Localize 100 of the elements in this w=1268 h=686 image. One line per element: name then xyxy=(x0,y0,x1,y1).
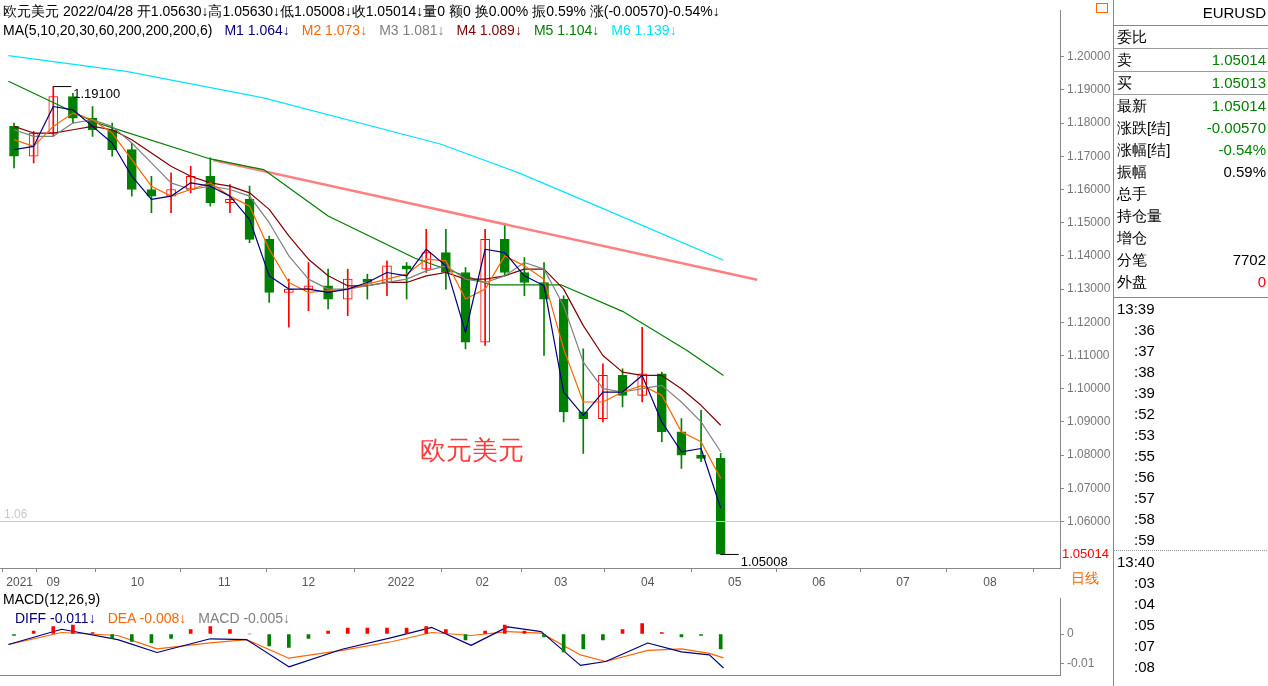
category-label: 涨跌[结] xyxy=(1117,118,1171,138)
text: M2 1.073↓ xyxy=(301,22,368,38)
bar xyxy=(228,629,232,634)
category-label: 最新 xyxy=(1117,96,1147,116)
text: 1.05014 xyxy=(1211,97,1266,114)
text: :52 xyxy=(1133,404,1156,424)
x-tick-label: 05 xyxy=(728,574,742,589)
x-tick-label: 06 xyxy=(812,574,826,589)
text: :55 xyxy=(1133,446,1156,466)
y-tick-label: 1.11000 xyxy=(1067,347,1110,362)
x-tick-label: 04 xyxy=(641,574,655,589)
text: -0.00570 xyxy=(1206,119,1266,136)
bar xyxy=(718,634,723,650)
text: :53 xyxy=(1133,425,1156,445)
annotation: 欧元美元 xyxy=(420,435,524,466)
bar xyxy=(51,626,56,634)
bar xyxy=(169,634,173,639)
bar xyxy=(287,634,291,648)
text: 13:40 xyxy=(1114,550,1268,572)
annotation: 1.05008 xyxy=(740,554,788,570)
x-tick-label: 2021 xyxy=(6,574,34,589)
y-tick-label: 1.08000 xyxy=(1067,447,1111,462)
annotation: 1.19100 xyxy=(73,86,121,102)
y-tick-label: 1.06000 xyxy=(1067,513,1111,528)
bar xyxy=(110,634,114,639)
y-tick-label: 1.07000 xyxy=(1067,480,1111,495)
bar xyxy=(581,634,586,650)
x-tick-label: 09 xyxy=(46,574,61,589)
text: :08 xyxy=(1133,657,1156,677)
series-label: MACD -0.005↓ xyxy=(198,610,291,626)
bar xyxy=(640,623,644,634)
text: M1 1.064↓ xyxy=(224,22,290,38)
text: M4 1.089↓ xyxy=(456,22,522,38)
category-label: 持仓量 xyxy=(1117,206,1162,226)
y-tick-label: 0 xyxy=(1067,626,1074,641)
text: 日线 xyxy=(1071,569,1099,586)
category-label: 振幅 xyxy=(1117,162,1147,182)
x-tick-label: 02 xyxy=(475,574,490,589)
y-tick-label: 1.12000 xyxy=(1067,314,1111,329)
series-label: DIFF -0.011↓ xyxy=(15,610,96,626)
y-tick-label: 1.09000 xyxy=(1067,414,1111,429)
category-label: 买 xyxy=(1117,73,1132,93)
y-tick-label: 1.20000 xyxy=(1067,49,1111,63)
y-tick-label: 1.10000 xyxy=(1067,381,1111,396)
bar xyxy=(208,626,213,634)
text: :36 xyxy=(1133,320,1156,340)
text: 1.05014 xyxy=(1062,545,1109,561)
text: 1.05013 xyxy=(1211,74,1266,91)
text: :04 xyxy=(1133,594,1156,614)
category-label: 卖 xyxy=(1117,50,1132,70)
y-tick-label: -0.01 xyxy=(1067,656,1095,671)
text: 0 xyxy=(1257,273,1266,290)
category-label: 委比 xyxy=(1117,27,1147,47)
text: :38 xyxy=(1133,362,1156,382)
bar xyxy=(71,624,75,634)
text: :03 xyxy=(1133,573,1156,593)
text: M6 1.139↓ xyxy=(611,22,677,38)
text: EURUSD xyxy=(1114,0,1268,26)
y-tick-label: 1.18000 xyxy=(1067,115,1111,130)
category-label: 外盘 xyxy=(1117,272,1147,292)
y-tick-label: 1.14000 xyxy=(1067,248,1111,263)
bar xyxy=(502,624,507,634)
text: 7702 xyxy=(1232,251,1266,268)
y-tick-label: 1.16000 xyxy=(1067,181,1111,196)
x-tick-label: 12 xyxy=(301,574,316,589)
chart-title: 欧元美元 2022/04/28 开1.05630↓高1.05630↓低1.05008↓收1.05014↓量0 额0 换0.00% 振0.59% 涨(-0.00570)-0.54%↓ xyxy=(3,2,720,21)
y-tick-label: 1.13000 xyxy=(1067,281,1111,296)
bar xyxy=(345,627,350,634)
category-label: 分笔 xyxy=(1117,250,1147,270)
text: :07 xyxy=(1133,636,1156,656)
bar xyxy=(483,630,487,634)
bar xyxy=(188,629,193,634)
bar xyxy=(444,629,448,634)
text: 13:39 xyxy=(1116,299,1156,319)
series-label: DEA -0.008↓ xyxy=(107,610,187,626)
text: :57 xyxy=(1133,488,1156,508)
bar xyxy=(326,630,330,634)
text: :56 xyxy=(1133,467,1156,487)
text: 0.59% xyxy=(1223,163,1266,180)
y-tick-label: 1.15000 xyxy=(1067,215,1111,230)
text: M5 1.104↓ xyxy=(533,22,600,38)
x-tick-label: 10 xyxy=(130,574,145,589)
text: :39 xyxy=(1133,383,1156,403)
y-tick-label: 1.19000 xyxy=(1067,82,1111,97)
x-tick-label: 08 xyxy=(983,574,997,589)
bar xyxy=(424,626,429,634)
text: M3 1.081↓ xyxy=(379,22,445,38)
chart-title: MACD(12,26,9) xyxy=(3,590,102,609)
x-tick-label: 2022 xyxy=(387,574,415,589)
bar xyxy=(385,627,389,634)
text: :59 xyxy=(1133,530,1156,550)
category-label: 总手 xyxy=(1117,184,1147,204)
bar xyxy=(129,634,134,642)
text: 1.05014 xyxy=(1211,51,1266,68)
text: :05 xyxy=(1133,615,1156,635)
x-tick-label: 07 xyxy=(896,574,910,589)
text: -0.54% xyxy=(1218,141,1266,158)
bar xyxy=(267,634,272,647)
text: MA(5,10,20,30,60,200,200,200,6) xyxy=(3,22,213,38)
text: :58 xyxy=(1133,509,1156,529)
